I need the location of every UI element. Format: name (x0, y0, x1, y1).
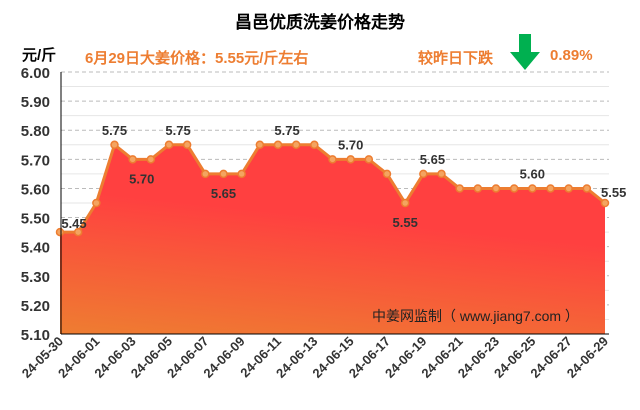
data-label: 5.75 (165, 123, 190, 138)
data-point (128, 155, 137, 164)
y-tick-label: 5.50 (21, 211, 50, 228)
data-point (455, 184, 464, 193)
data-point (291, 140, 301, 150)
change-percent: 0.89% (550, 47, 593, 64)
data-point (201, 169, 210, 179)
data-label: 5.70 (338, 137, 363, 152)
data-point (146, 155, 156, 164)
data-point (219, 169, 228, 179)
data-point (600, 198, 610, 208)
y-tick-label: 5.10 (21, 327, 50, 344)
data-point (92, 198, 101, 208)
data-point (182, 140, 192, 150)
down-arrow-icon (510, 34, 540, 70)
data-point (400, 198, 410, 208)
data-point (509, 184, 519, 193)
area-fill (60, 144, 605, 334)
y-tick-label: 5.20 (21, 298, 50, 315)
data-point (491, 184, 501, 193)
data-point (419, 169, 428, 179)
data-label: 5.55 (393, 215, 418, 230)
data-label: 5.75 (274, 123, 299, 138)
data-point (346, 155, 355, 164)
y-tick-label: 5.90 (21, 94, 50, 111)
data-label: 5.45 (61, 216, 86, 231)
chart-title: 昌邑优质洗姜价格走势 (235, 13, 405, 32)
y-tick-label: 5.70 (21, 152, 50, 169)
price-info: 6月29日大姜价格：5.55元/斤左右 (85, 50, 309, 67)
data-point (110, 140, 119, 150)
data-point (582, 184, 592, 193)
data-point (364, 155, 374, 164)
y-tick-label: 5.40 (21, 240, 50, 257)
data-label: 5.65 (211, 186, 236, 201)
data-point (73, 227, 83, 237)
data-point (528, 184, 537, 193)
y-tick-label: 5.60 (21, 181, 50, 198)
data-label: 5.55 (601, 185, 626, 200)
data-label: 5.60 (520, 166, 545, 181)
data-point (310, 140, 319, 150)
source-watermark: 中姜网监制（ www.jiang7.com ） (372, 308, 579, 324)
data-point (255, 140, 265, 150)
data-point (328, 155, 337, 164)
data-label: 5.70 (129, 171, 154, 186)
data-label: 5.75 (102, 123, 127, 138)
data-point (437, 169, 446, 179)
y-tick-label: 6.00 (21, 65, 50, 82)
y-axis-unit: 元/斤 (22, 47, 57, 64)
compare-label: 较昨日下跌 (418, 50, 494, 67)
data-point (55, 227, 65, 237)
y-tick-label: 5.30 (21, 269, 50, 286)
y-tick-label: 5.80 (21, 123, 50, 140)
data-point (473, 184, 483, 193)
data-label: 5.65 (420, 152, 445, 167)
data-point (382, 169, 392, 179)
data-point (564, 184, 573, 193)
data-point (237, 169, 246, 179)
data-point (273, 140, 283, 150)
data-point (164, 140, 174, 150)
data-point (546, 184, 555, 193)
